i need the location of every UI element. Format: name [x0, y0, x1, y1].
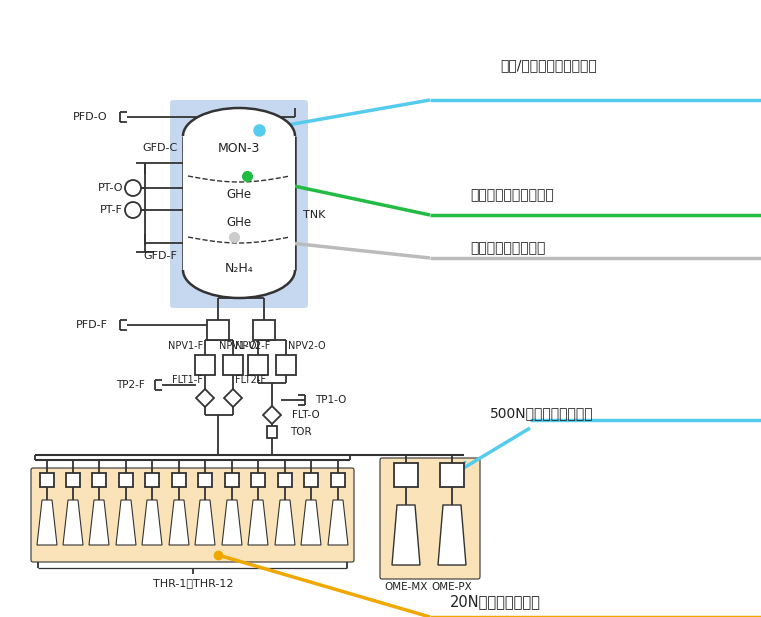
Text: MON-3: MON-3: [218, 141, 260, 154]
Polygon shape: [248, 500, 268, 545]
Bar: [394, 463, 418, 487]
Polygon shape: [275, 500, 295, 545]
Polygon shape: [169, 500, 189, 545]
Polygon shape: [37, 500, 57, 545]
Text: TP1-O: TP1-O: [315, 395, 346, 405]
Bar: [276, 355, 296, 375]
Text: GHe: GHe: [227, 215, 252, 228]
Text: PT-O: PT-O: [97, 183, 123, 193]
Text: TNK: TNK: [303, 210, 326, 220]
Text: 20N級補助スラスタ: 20N級補助スラスタ: [450, 595, 541, 610]
Bar: [440, 463, 464, 487]
Circle shape: [125, 180, 141, 196]
Bar: [225, 473, 239, 487]
Polygon shape: [195, 500, 215, 545]
Bar: [304, 473, 318, 487]
Text: 酸化剤側ダイアフラム: 酸化剤側ダイアフラム: [470, 188, 554, 202]
FancyBboxPatch shape: [380, 458, 480, 579]
Text: 500N級メインスラスタ: 500N級メインスラスタ: [490, 406, 594, 420]
Text: NPV1-F: NPV1-F: [167, 341, 203, 351]
Text: NPV1-O: NPV1-O: [218, 341, 256, 351]
FancyBboxPatch shape: [31, 468, 354, 562]
Bar: [248, 355, 268, 375]
Text: 燃料/酸化剤一体型タンク: 燃料/酸化剤一体型タンク: [500, 58, 597, 72]
Text: OME-PX: OME-PX: [431, 582, 473, 592]
Polygon shape: [224, 389, 242, 407]
Polygon shape: [301, 500, 321, 545]
Text: NPV2-O: NPV2-O: [288, 341, 326, 351]
Circle shape: [125, 202, 141, 218]
Bar: [331, 473, 345, 487]
Polygon shape: [328, 500, 348, 545]
Polygon shape: [438, 505, 466, 565]
Bar: [207, 320, 229, 340]
Bar: [172, 473, 186, 487]
Bar: [253, 320, 275, 340]
Bar: [119, 473, 133, 487]
Bar: [183, 136, 295, 270]
Text: PT-F: PT-F: [100, 205, 123, 215]
Bar: [145, 473, 159, 487]
Polygon shape: [89, 500, 109, 545]
Text: PFD-O: PFD-O: [73, 112, 108, 122]
Bar: [198, 473, 212, 487]
Polygon shape: [222, 500, 242, 545]
Bar: [251, 473, 265, 487]
Text: OME-MX: OME-MX: [384, 582, 428, 592]
Text: GHe: GHe: [227, 189, 252, 202]
Text: FLT2-F: FLT2-F: [235, 375, 266, 385]
Polygon shape: [142, 500, 162, 545]
Text: 燃料側ダイアフラム: 燃料側ダイアフラム: [470, 241, 546, 255]
Ellipse shape: [183, 242, 295, 298]
Text: PFD-F: PFD-F: [76, 320, 108, 330]
Text: FLT-O: FLT-O: [292, 410, 320, 420]
Text: N₂H₄: N₂H₄: [224, 262, 253, 275]
Polygon shape: [116, 500, 136, 545]
Text: TOR: TOR: [290, 427, 311, 437]
Bar: [195, 355, 215, 375]
Text: THR-1～THR-12: THR-1～THR-12: [153, 578, 234, 588]
Polygon shape: [196, 389, 214, 407]
Text: FLT1-F: FLT1-F: [172, 375, 203, 385]
Bar: [40, 473, 54, 487]
FancyBboxPatch shape: [170, 100, 308, 308]
Bar: [278, 473, 292, 487]
Text: GFD-F: GFD-F: [143, 251, 177, 261]
Text: GFD-C: GFD-C: [142, 143, 177, 153]
Polygon shape: [392, 505, 420, 565]
Text: NPV2-F: NPV2-F: [235, 341, 270, 351]
Bar: [267, 426, 277, 438]
Ellipse shape: [183, 108, 295, 164]
Bar: [223, 355, 243, 375]
Bar: [66, 473, 80, 487]
Polygon shape: [63, 500, 83, 545]
Bar: [92, 473, 106, 487]
Polygon shape: [263, 406, 281, 424]
Text: TP2-F: TP2-F: [116, 380, 145, 390]
